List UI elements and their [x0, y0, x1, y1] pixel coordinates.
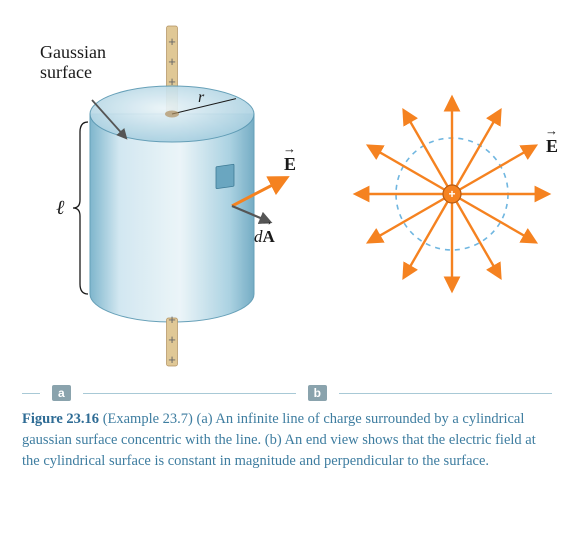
figure-caption-text: (a) An infinite line of charge surrounde…: [22, 411, 536, 469]
svg-text:+: +: [168, 332, 176, 347]
svg-text:+: +: [168, 54, 176, 69]
svg-text:r: r: [198, 89, 205, 106]
svg-text:+: +: [168, 74, 176, 89]
svg-text:ℓ: ℓ: [56, 197, 65, 219]
svg-text:+: +: [448, 187, 455, 201]
svg-text:→: →: [283, 141, 296, 156]
figure-label: Figure 23.16: [22, 411, 99, 427]
svg-text:surface: surface: [40, 62, 92, 82]
tag-a: a: [52, 385, 71, 401]
panel-labels-row: a b: [22, 385, 552, 401]
panel-b: + E→: [342, 64, 562, 329]
figure-panels: ++++++GaussiansurfacerℓE→dA→ +E→: [22, 14, 552, 379]
svg-text:E: E: [546, 136, 558, 156]
panel-b-svg: + E→: [342, 64, 562, 324]
figure-caption: Figure 23.16 (Example 23.7) (a) An infin…: [22, 409, 552, 472]
svg-text:dA: dA: [254, 227, 276, 246]
svg-text:+: +: [168, 352, 176, 367]
figure-example-ref: (Example 23.7): [103, 411, 193, 427]
tag-b: b: [308, 385, 327, 401]
svg-text:→: →: [545, 123, 558, 138]
svg-text:+: +: [168, 312, 176, 327]
svg-text:→: →: [261, 214, 273, 228]
panel-a: ++++++GaussiansurfacerℓE→dA→: [22, 14, 322, 379]
panel-a-svg: ++++++GaussiansurfacerℓE→dA→: [22, 14, 322, 374]
svg-text:+: +: [168, 34, 176, 49]
svg-text:Gaussian: Gaussian: [40, 42, 106, 62]
svg-text:E: E: [284, 154, 296, 174]
